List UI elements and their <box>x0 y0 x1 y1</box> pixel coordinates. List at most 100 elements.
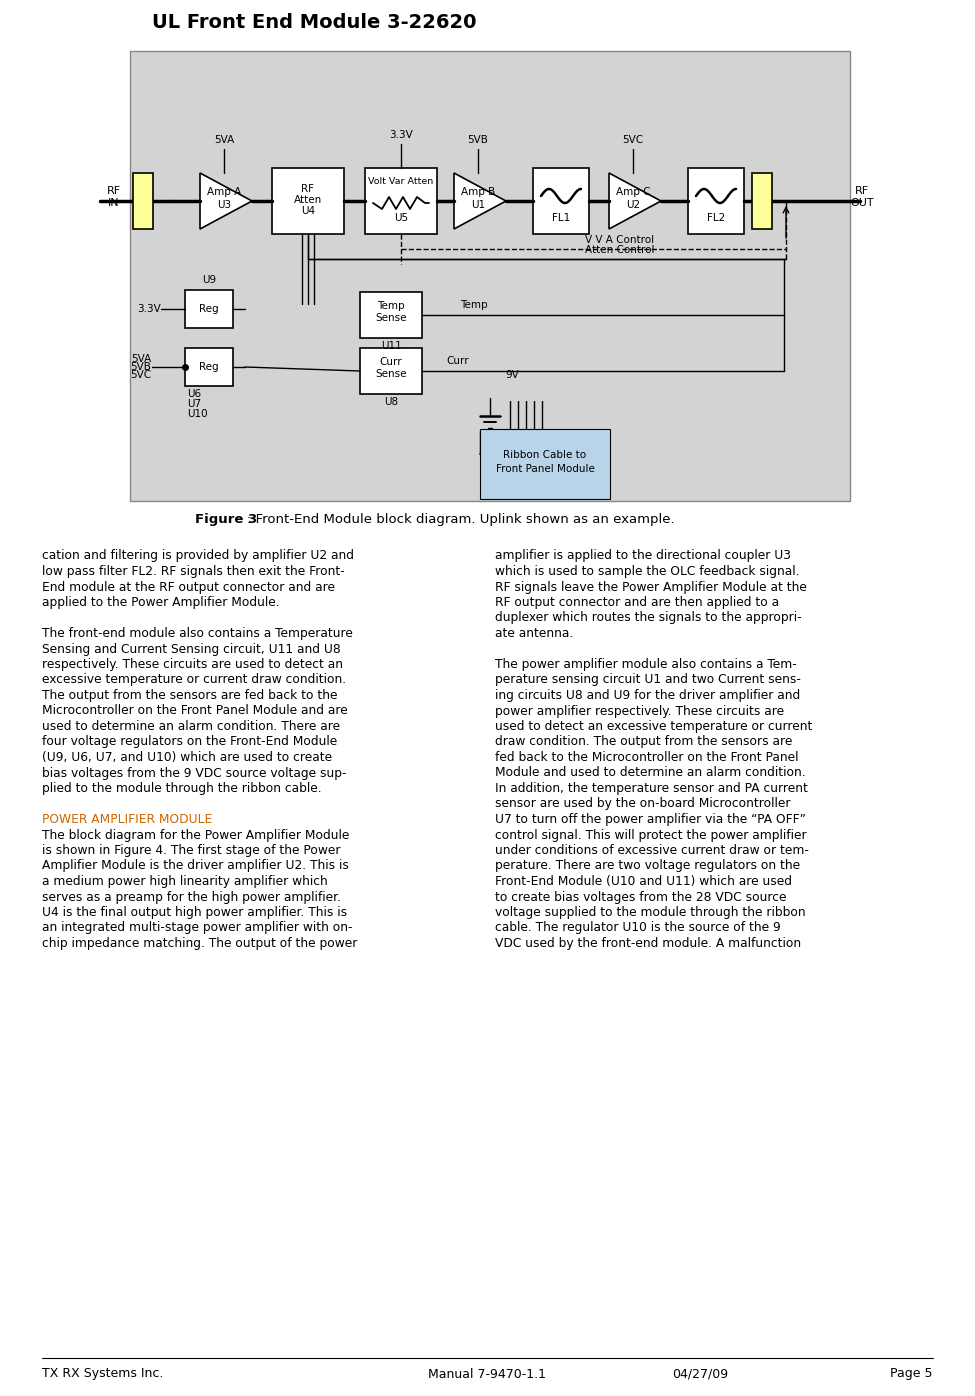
Text: End module at the RF output connector and are: End module at the RF output connector an… <box>42 581 335 593</box>
Text: POWER AMPLIFIER MODULE: POWER AMPLIFIER MODULE <box>42 812 213 826</box>
Text: chip impedance matching. The output of the power: chip impedance matching. The output of t… <box>42 937 358 951</box>
Text: is shown in Figure 4. The first stage of the Power: is shown in Figure 4. The first stage of… <box>42 845 340 857</box>
Bar <box>360 292 422 338</box>
Text: Amp B: Amp B <box>461 187 495 197</box>
Text: 9V: 9V <box>505 370 519 380</box>
Text: voltage supplied to the module through the ribbon: voltage supplied to the module through t… <box>495 906 805 919</box>
Text: Amp C: Amp C <box>616 187 650 197</box>
Text: Temp: Temp <box>460 300 488 310</box>
Text: Sense: Sense <box>375 369 407 378</box>
Text: used to determine an alarm condition. There are: used to determine an alarm condition. Th… <box>42 720 340 733</box>
Text: draw condition. The output from the sensors are: draw condition. The output from the sens… <box>495 736 793 748</box>
Text: 5VC: 5VC <box>130 370 151 380</box>
Bar <box>365 168 437 235</box>
Text: VDC used by the front-end module. A malfunction: VDC used by the front-end module. A malf… <box>495 937 801 951</box>
Text: U2: U2 <box>626 200 640 209</box>
Text: U1: U1 <box>471 200 486 209</box>
Text: (U9, U6, U7, and U10) which are used to create: (U9, U6, U7, and U10) which are used to … <box>42 751 332 764</box>
Text: In addition, the temperature sensor and PA current: In addition, the temperature sensor and … <box>495 782 808 794</box>
Text: an integrated multi-stage power amplifier with on-: an integrated multi-stage power amplifie… <box>42 921 353 934</box>
Text: ing circuits U8 and U9 for the driver amplifier and: ing circuits U8 and U9 for the driver am… <box>495 690 800 702</box>
Text: a medium power high linearity amplifier which: a medium power high linearity amplifier … <box>42 875 328 888</box>
Bar <box>360 348 422 394</box>
Text: low pass filter FL2. RF signals then exit the Front-: low pass filter FL2. RF signals then exi… <box>42 565 345 578</box>
Text: RF: RF <box>855 186 869 195</box>
Text: IN: IN <box>108 198 120 208</box>
Text: U11: U11 <box>380 341 402 350</box>
Text: UL Front End Module 3-22620: UL Front End Module 3-22620 <box>152 13 477 32</box>
Bar <box>688 168 744 235</box>
Bar <box>533 168 589 235</box>
Text: : Front-End Module block diagram. Uplink shown as an example.: : Front-End Module block diagram. Uplink… <box>247 512 675 525</box>
Text: 3.3V: 3.3V <box>389 130 412 140</box>
Text: to create bias voltages from the 28 VDC source: to create bias voltages from the 28 VDC … <box>495 891 787 903</box>
Text: 5VA: 5VA <box>214 135 234 145</box>
Text: RF output connector and are then applied to a: RF output connector and are then applied… <box>495 596 779 609</box>
Text: Manual 7-9470-1.1: Manual 7-9470-1.1 <box>428 1368 546 1381</box>
Text: U5: U5 <box>394 214 409 223</box>
Text: RF: RF <box>107 186 121 195</box>
Text: used to detect an excessive temperature or current: used to detect an excessive temperature … <box>495 720 812 733</box>
Text: Temp: Temp <box>377 302 405 311</box>
Text: The front-end module also contains a Temperature: The front-end module also contains a Tem… <box>42 627 353 639</box>
Text: Sense: Sense <box>375 313 407 322</box>
Text: Amp A: Amp A <box>207 187 241 197</box>
Text: cation and filtering is provided by amplifier U2 and: cation and filtering is provided by ampl… <box>42 550 354 563</box>
Text: sensor are used by the on-board Microcontroller: sensor are used by the on-board Microcon… <box>495 797 791 811</box>
Text: Atten: Atten <box>293 195 322 205</box>
Text: duplexer which routes the signals to the appropri-: duplexer which routes the signals to the… <box>495 611 801 624</box>
Bar <box>130 52 850 501</box>
Bar <box>185 348 233 387</box>
Text: 04/27/09: 04/27/09 <box>672 1368 728 1381</box>
Text: perature sensing circuit U1 and two Current sens-: perature sensing circuit U1 and two Curr… <box>495 673 800 687</box>
Text: RF: RF <box>301 184 315 194</box>
Bar <box>185 290 233 328</box>
Text: U7 to turn off the power amplifier via the “PA OFF”: U7 to turn off the power amplifier via t… <box>495 812 806 826</box>
Text: Ribbon Cable to: Ribbon Cable to <box>503 450 587 461</box>
Text: OUT: OUT <box>850 198 874 208</box>
Bar <box>272 168 344 235</box>
Text: U4 is the final output high power amplifier. This is: U4 is the final output high power amplif… <box>42 906 347 919</box>
Text: U7: U7 <box>187 399 201 409</box>
Text: amplifier is applied to the directional coupler U3: amplifier is applied to the directional … <box>495 550 791 563</box>
Text: Curr: Curr <box>379 357 403 367</box>
Text: Front-End Module (U10 and U11) which are used: Front-End Module (U10 and U11) which are… <box>495 875 792 888</box>
Polygon shape <box>609 173 661 229</box>
Text: Page 5: Page 5 <box>890 1368 933 1381</box>
Text: four voltage regulators on the Front-End Module: four voltage regulators on the Front-End… <box>42 736 337 748</box>
Text: The power amplifier module also contains a Tem-: The power amplifier module also contains… <box>495 658 797 671</box>
Text: RF signals leave the Power Amplifier Module at the: RF signals leave the Power Amplifier Mod… <box>495 581 807 593</box>
Text: which is used to sample the OLC feedback signal.: which is used to sample the OLC feedback… <box>495 565 800 578</box>
Text: Amplifier Module is the driver amplifier U2. This is: Amplifier Module is the driver amplifier… <box>42 860 349 872</box>
Text: serves as a preamp for the high power amplifier.: serves as a preamp for the high power am… <box>42 891 341 903</box>
Text: Front Panel Module: Front Panel Module <box>495 463 595 475</box>
Text: Atten Control: Atten Control <box>585 246 655 255</box>
Text: 5VC: 5VC <box>622 135 644 145</box>
Polygon shape <box>200 173 252 229</box>
Text: control signal. This will protect the power amplifier: control signal. This will protect the po… <box>495 828 806 842</box>
Text: FL2: FL2 <box>707 214 725 223</box>
Text: Curr: Curr <box>447 356 469 366</box>
Text: Microcontroller on the Front Panel Module and are: Microcontroller on the Front Panel Modul… <box>42 705 348 718</box>
Text: Figure 3: Figure 3 <box>195 512 257 525</box>
Polygon shape <box>454 173 506 229</box>
Text: cable. The regulator U10 is the source of the 9: cable. The regulator U10 is the source o… <box>495 921 781 934</box>
Text: respectively. These circuits are used to detect an: respectively. These circuits are used to… <box>42 658 343 671</box>
Text: 5VB: 5VB <box>468 135 488 145</box>
Text: U9: U9 <box>202 275 216 285</box>
Text: U8: U8 <box>384 396 398 408</box>
Text: U6: U6 <box>187 389 201 399</box>
Bar <box>480 429 610 498</box>
Text: The block diagram for the Power Amplifier Module: The block diagram for the Power Amplifie… <box>42 828 349 842</box>
Text: bias voltages from the 9 VDC source voltage sup-: bias voltages from the 9 VDC source volt… <box>42 766 346 779</box>
Text: fed back to the Microcontroller on the Front Panel: fed back to the Microcontroller on the F… <box>495 751 799 764</box>
Bar <box>133 173 153 229</box>
Text: The output from the sensors are fed back to the: The output from the sensors are fed back… <box>42 690 337 702</box>
Text: excessive temperature or current draw condition.: excessive temperature or current draw co… <box>42 673 346 687</box>
Text: TX RX Systems Inc.: TX RX Systems Inc. <box>42 1368 164 1381</box>
Text: U10: U10 <box>187 409 208 419</box>
Text: power amplifier respectively. These circuits are: power amplifier respectively. These circ… <box>495 705 784 718</box>
Bar <box>752 173 772 229</box>
Text: 5VA: 5VA <box>131 355 151 364</box>
Text: Reg: Reg <box>199 362 218 371</box>
